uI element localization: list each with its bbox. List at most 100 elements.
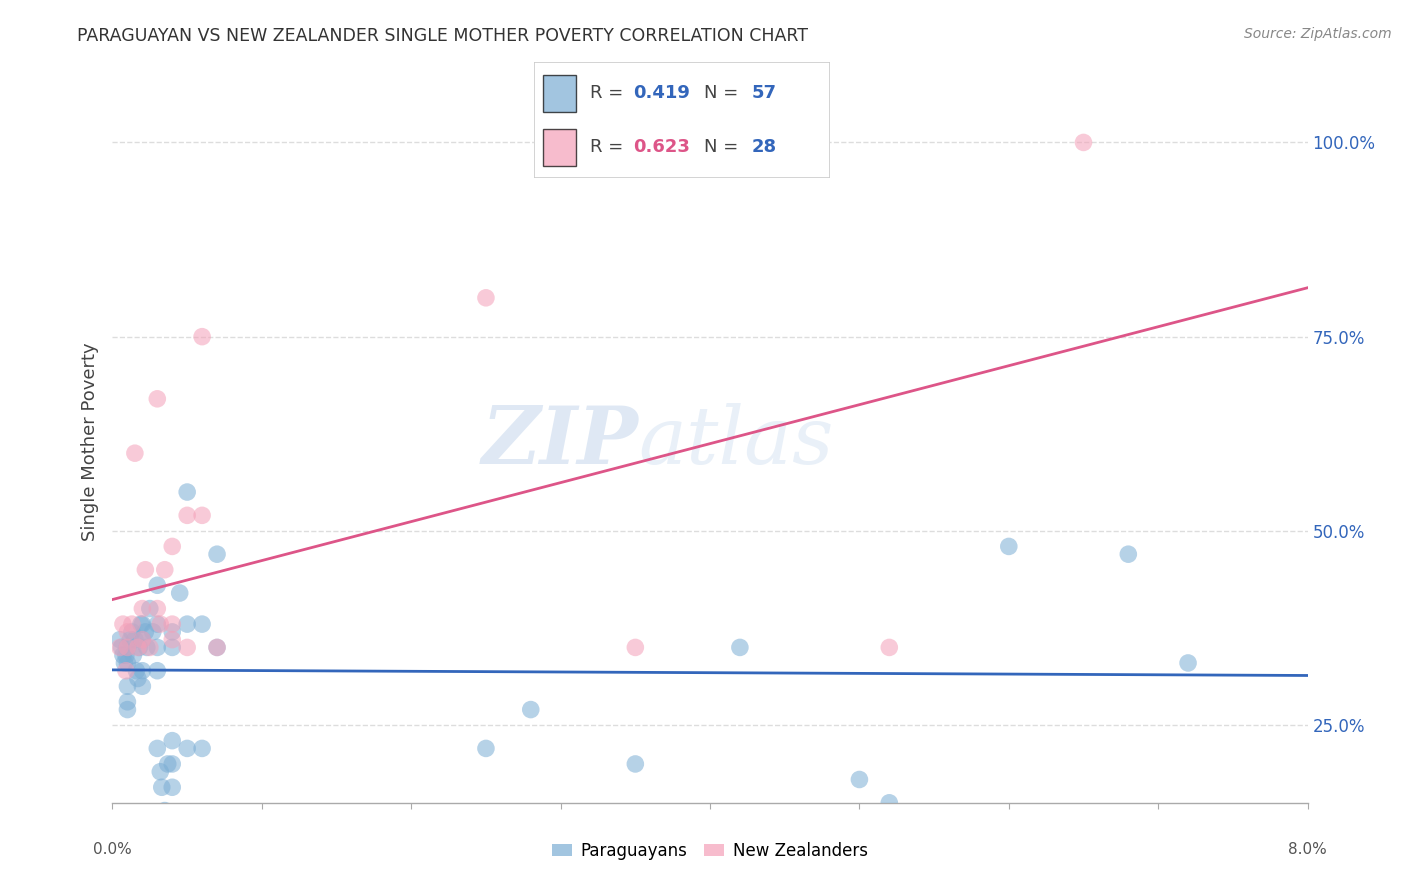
Point [127,672,149,686]
Point [176,640,198,655]
Point [146,392,169,406]
Point [162,640,183,655]
Point [117,640,139,655]
Point [191,508,214,523]
Point [848,772,870,787]
Point [111,648,134,663]
Point [114,656,135,670]
Point [117,695,139,709]
Point [117,640,139,655]
Point [191,329,214,343]
Point [127,640,149,655]
Point [162,733,183,747]
Point [115,648,138,663]
Point [153,563,176,577]
Point [128,640,150,655]
Point [877,640,901,655]
FancyBboxPatch shape [534,62,830,178]
Point [156,756,179,771]
Point [134,624,156,639]
Point [142,624,165,639]
Point [122,648,145,663]
Point [111,617,134,632]
Text: 0.419: 0.419 [633,84,690,102]
Point [120,632,142,647]
Text: Source: ZipAtlas.com: Source: ZipAtlas.com [1244,27,1392,41]
Point [131,617,153,632]
Point [146,617,169,632]
Point [475,291,498,305]
Text: ZIP: ZIP [481,403,638,480]
Point [146,640,169,655]
Point [153,804,176,818]
Point [115,664,138,678]
Point [191,617,214,632]
Point [162,632,183,647]
Point [125,664,148,678]
Point [117,656,139,670]
Text: 57: 57 [751,84,776,102]
Point [129,617,152,632]
Point [162,780,183,795]
Point [117,679,139,693]
Point [150,780,173,795]
Point [131,679,153,693]
Text: 8.0%: 8.0% [1288,842,1327,856]
Point [162,756,183,771]
Point [146,741,169,756]
Point [205,640,228,655]
Point [1177,656,1199,670]
Text: PARAGUAYAN VS NEW ZEALANDER SINGLE MOTHER POVERTY CORRELATION CHART: PARAGUAYAN VS NEW ZEALANDER SINGLE MOTHE… [77,27,808,45]
Point [135,640,157,655]
Point [131,632,153,647]
Point [162,540,183,554]
Point [134,563,156,577]
Point [146,664,169,678]
Point [520,702,543,716]
Point [169,586,191,600]
Point [1073,136,1095,150]
Point [121,617,143,632]
Point [205,547,228,561]
Text: 0.0%: 0.0% [93,842,132,856]
Point [108,632,131,647]
Point [139,601,162,615]
Point [131,632,153,647]
Point [139,640,162,655]
Point [191,741,214,756]
Point [110,640,132,655]
Point [124,446,146,460]
Point [124,632,146,647]
Point [149,617,172,632]
Point [131,601,153,615]
Point [146,601,169,615]
FancyBboxPatch shape [543,128,575,166]
Point [162,624,183,639]
Point [149,764,172,779]
Point [146,578,169,592]
Text: N =: N = [704,138,744,156]
Text: N =: N = [704,84,744,102]
Text: atlas: atlas [638,403,834,480]
Y-axis label: Single Mother Poverty: Single Mother Poverty [80,343,98,541]
Point [131,664,153,678]
Point [176,741,198,756]
Text: 0.623: 0.623 [633,138,690,156]
Point [121,624,143,639]
Point [728,640,751,655]
Point [475,741,498,756]
Point [117,702,139,716]
Point [176,508,198,523]
Point [162,617,183,632]
Point [877,796,901,810]
Point [108,640,131,655]
Point [176,617,198,632]
Point [624,756,647,771]
Point [117,624,139,639]
Text: 28: 28 [751,138,776,156]
Text: R =: R = [591,84,630,102]
FancyBboxPatch shape [543,75,575,112]
Legend: Paraguayans, New Zealanders: Paraguayans, New Zealanders [546,836,875,867]
Point [624,640,647,655]
Point [1118,547,1140,561]
